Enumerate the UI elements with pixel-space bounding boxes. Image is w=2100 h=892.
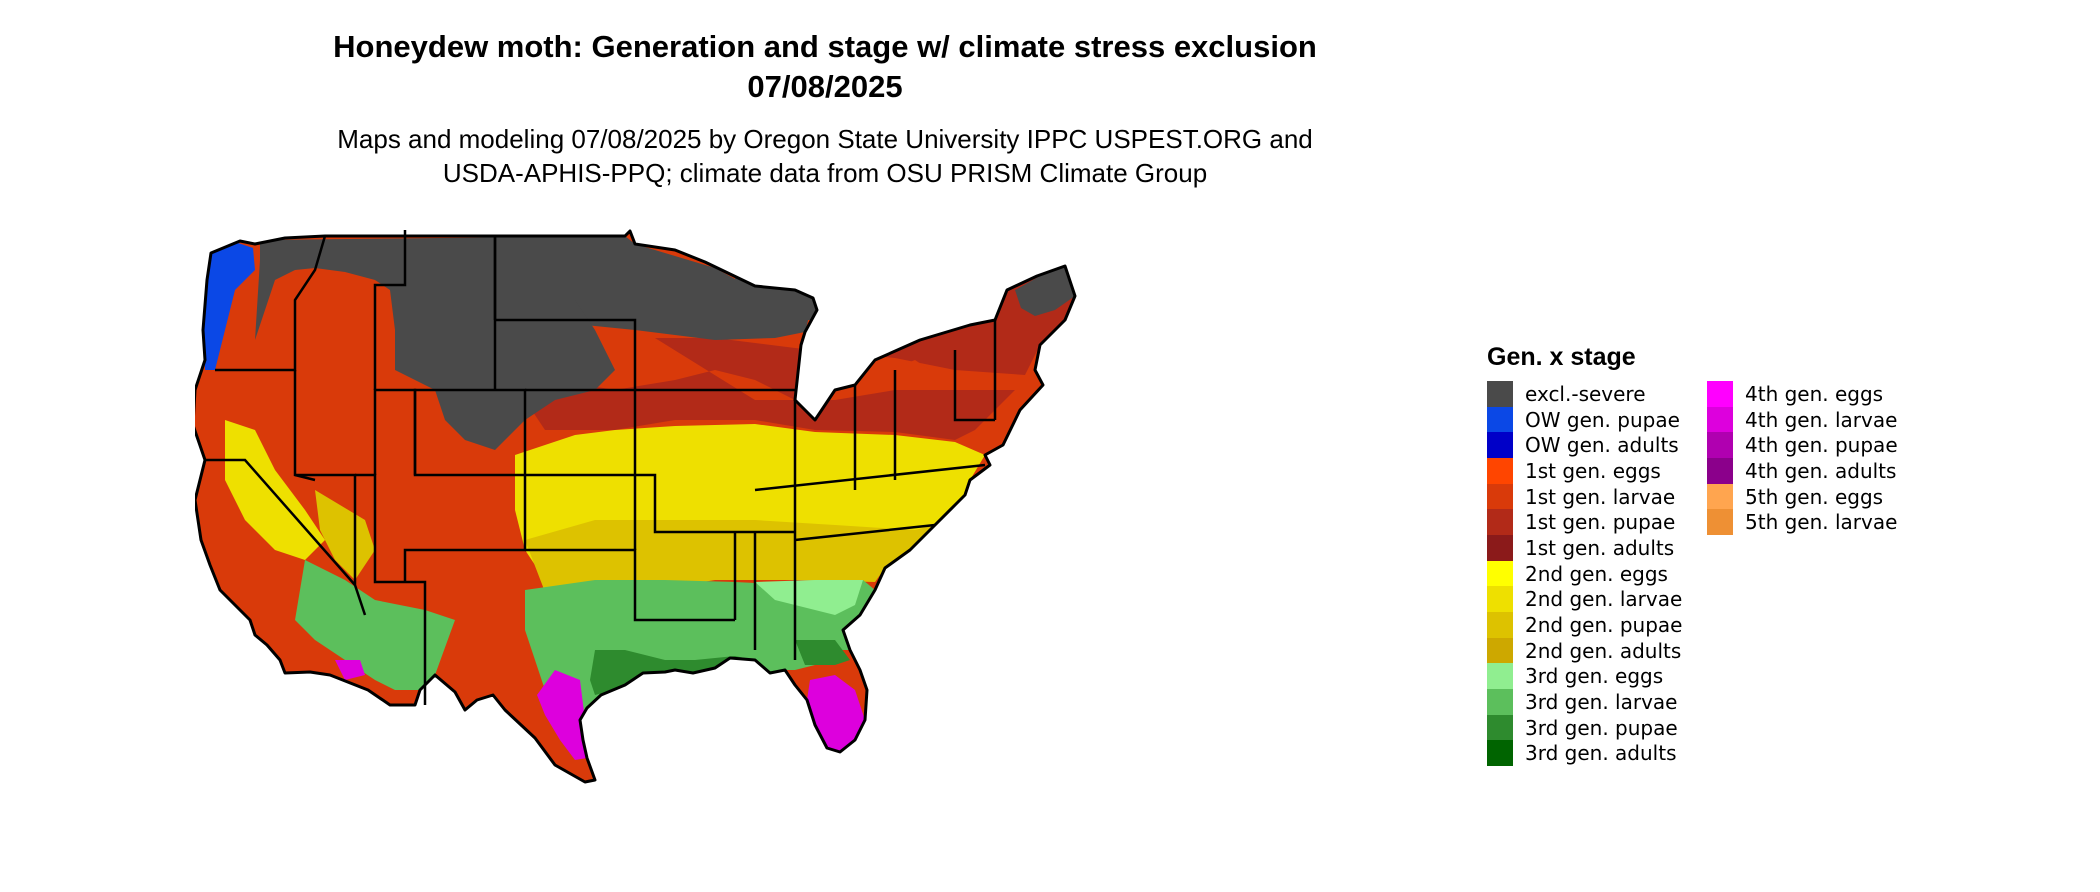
legend-label: 5th gen. larvae	[1745, 510, 1898, 535]
legend-item: 1st gen. larvae	[1487, 483, 1682, 510]
legend-item: 3rd gen. larvae	[1487, 689, 1682, 716]
legend-label: 4th gen. pupae	[1745, 433, 1898, 458]
legend-item: 2nd gen. pupae	[1487, 612, 1683, 639]
legend-label: 3rd gen. adults	[1525, 741, 1677, 766]
map-title: Honeydew moth: Generation and stage w/ c…	[333, 29, 1317, 64]
legend-swatch	[1487, 483, 1513, 510]
us-map	[195, 229, 1077, 784]
legend-swatch	[1487, 406, 1513, 433]
legend-item: 4th gen. adults	[1707, 457, 1898, 484]
legend-item: 4th gen. larvae	[1707, 406, 1898, 433]
legend-swatch	[1487, 612, 1513, 639]
legend-item: OW gen. adults	[1487, 432, 1682, 459]
legend-label: 4th gen. eggs	[1745, 381, 1884, 406]
legend-swatch	[1487, 714, 1513, 741]
legend-label: 2nd gen. eggs	[1525, 561, 1668, 586]
legend-swatch	[1707, 483, 1733, 510]
legend-item: 2nd gen. eggs	[1487, 560, 1682, 587]
legend-item: 4th gen. pupae	[1707, 432, 1898, 459]
legend-column-1: excl.-severe OW gen. pupae OW gen. adults 1…	[1487, 380, 1683, 767]
legend-item: 5th gen. eggs	[1707, 483, 1898, 510]
legend-label: OW gen. pupae	[1525, 407, 1680, 432]
legend-item: 2nd gen. larvae	[1487, 586, 1683, 613]
legend-label: 4th gen. larvae	[1745, 407, 1898, 432]
legend-label: OW gen. adults	[1525, 433, 1679, 458]
legend-swatch	[1487, 457, 1513, 484]
legend-swatch	[1487, 432, 1513, 459]
legend-label: 4th gen. adults	[1745, 458, 1897, 483]
legend-item: 1st gen. adults	[1487, 534, 1682, 561]
legend-column-2: 4th gen. eggs 4th gen. larvae 4th gen. pup…	[1707, 380, 1898, 536]
legend-item: 3rd gen. adults	[1487, 740, 1682, 767]
legend-label: 1st gen. eggs	[1525, 458, 1661, 483]
legend-swatch	[1707, 380, 1733, 407]
legend-swatch	[1487, 380, 1513, 407]
legend-label: 3rd gen. larvae	[1525, 690, 1678, 715]
legend-swatch	[1487, 637, 1513, 664]
legend-swatch	[1487, 689, 1513, 716]
legend-item: 5th gen. larvae	[1707, 509, 1898, 536]
legend-label: 2nd gen. adults	[1525, 638, 1682, 663]
legend-label: 1st gen. adults	[1525, 535, 1675, 560]
legend-label: 5th gen. eggs	[1745, 484, 1884, 509]
legend-item: 4th gen. eggs	[1707, 380, 1898, 407]
legend-swatch	[1707, 406, 1733, 433]
legend-item: 3rd gen. pupae	[1487, 714, 1682, 741]
map-subtitle-line2: USDA-APHIS-PPQ; climate data from OSU PR…	[442, 158, 1208, 188]
legend-item: 1st gen. eggs	[1487, 457, 1682, 484]
legend-title: Gen. x stage	[1487, 343, 1636, 371]
legend-label: 2nd gen. larvae	[1525, 587, 1683, 612]
legend-swatch	[1487, 586, 1513, 613]
legend-item: 3rd gen. eggs	[1487, 663, 1682, 690]
legend-swatch	[1707, 509, 1733, 536]
legend-item: OW gen. pupae	[1487, 406, 1682, 433]
legend-swatch	[1707, 457, 1733, 484]
legend-swatch	[1487, 663, 1513, 690]
legend-item: excl.-severe	[1487, 380, 1682, 407]
legend-swatch	[1487, 509, 1513, 536]
legend-label: 2nd gen. pupae	[1525, 613, 1683, 638]
legend-label: 1st gen. pupae	[1525, 510, 1676, 535]
legend-item: 1st gen. pupae	[1487, 509, 1682, 536]
legend-label: 3rd gen. eggs	[1525, 664, 1664, 689]
legend-swatch	[1487, 534, 1513, 561]
legend-item: 2nd gen. adults	[1487, 637, 1682, 664]
legend-label: excl.-severe	[1525, 381, 1646, 406]
legend-label: 3rd gen. pupae	[1525, 715, 1678, 740]
legend-swatch	[1487, 740, 1513, 767]
legend-swatch	[1487, 560, 1513, 587]
legend-swatch	[1707, 432, 1733, 459]
map-subtitle-line1: Maps and modeling 07/08/2025 by Oregon S…	[337, 124, 1313, 154]
map-date: 07/08/2025	[747, 69, 903, 104]
legend-label: 1st gen. larvae	[1525, 484, 1676, 509]
